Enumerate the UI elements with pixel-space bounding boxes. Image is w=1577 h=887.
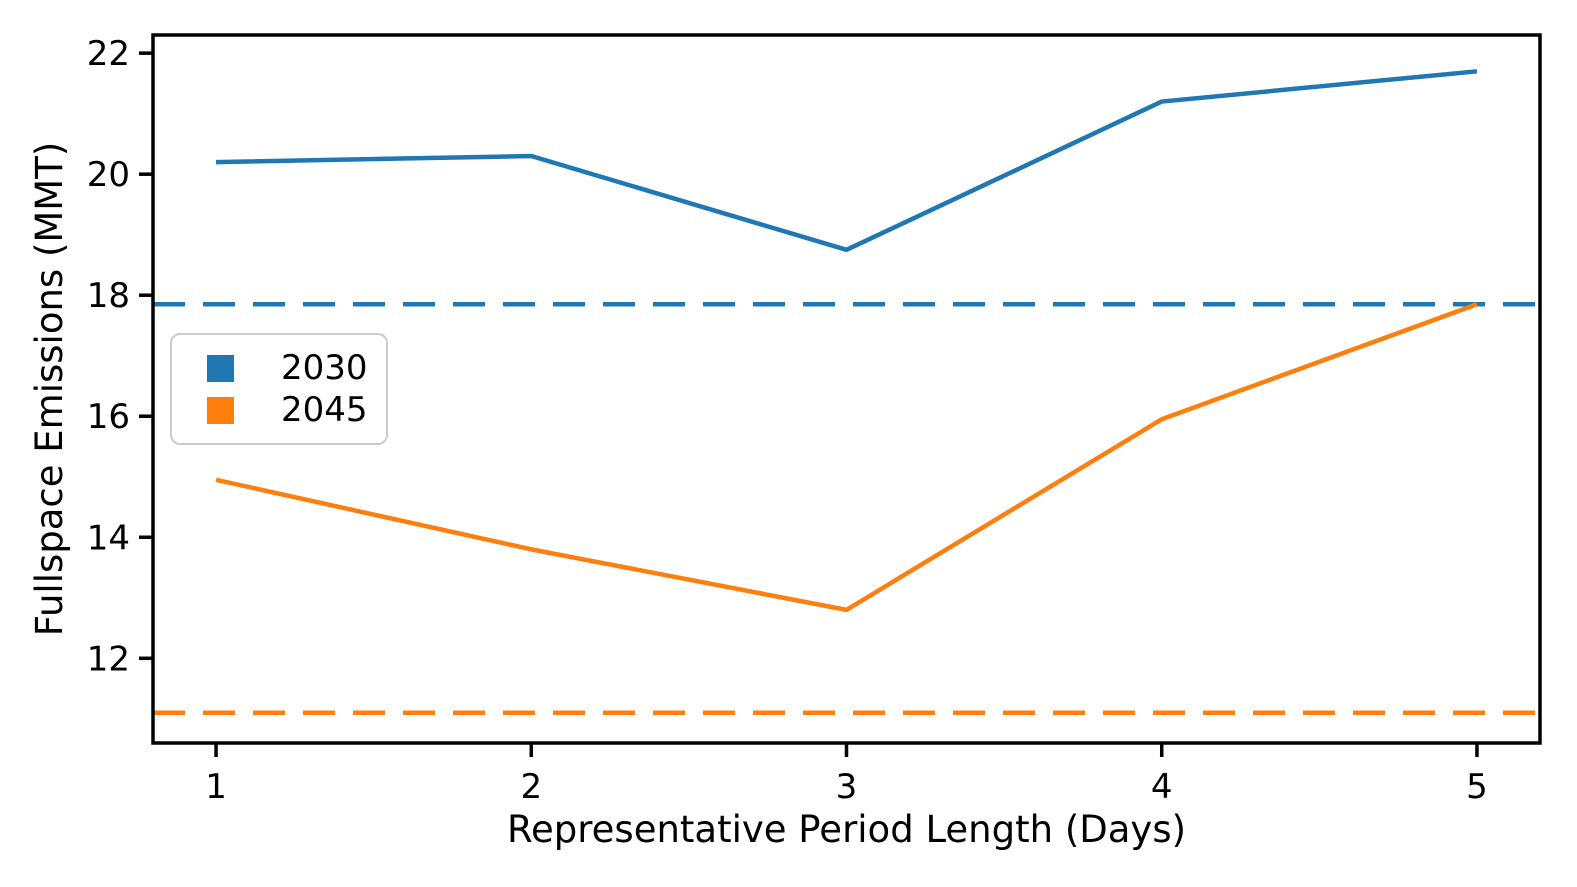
y-tick-label: 20 bbox=[87, 155, 130, 195]
x-tick-label: 2 bbox=[520, 767, 542, 807]
series-line-2045 bbox=[215, 302, 1478, 613]
y-tick-label: 22 bbox=[87, 34, 130, 74]
y-tick-label: 16 bbox=[87, 397, 130, 437]
y-tick-label: 18 bbox=[87, 276, 130, 316]
y-tick-label: 12 bbox=[87, 639, 130, 679]
x-tick-label: 4 bbox=[1151, 767, 1173, 807]
y-axis-ticks: 12 14 16 18 20 22 bbox=[87, 34, 153, 679]
x-tick-label: 1 bbox=[205, 767, 227, 807]
legend-item-2045: 2045 bbox=[207, 390, 386, 430]
series-line-2030 bbox=[216, 69, 1478, 253]
y-axis-label: Fullspace Emissions (MMT) bbox=[28, 141, 71, 637]
legend-marker-square-icon bbox=[207, 396, 234, 424]
x-axis-label: Representative Period Length (Days) bbox=[506, 808, 1187, 851]
x-axis-ticks: 1 2 3 4 5 bbox=[205, 743, 1488, 807]
x-tick-label: 3 bbox=[836, 767, 858, 807]
legend-item-2030: 2030 bbox=[207, 348, 386, 388]
legend-label: 2045 bbox=[281, 390, 368, 430]
x-tick-label: 5 bbox=[1466, 767, 1488, 807]
y-tick-label: 14 bbox=[87, 518, 130, 558]
legend-box: 2030 2045 bbox=[170, 333, 388, 445]
legend-label: 2030 bbox=[281, 348, 368, 388]
legend-marker-square-icon bbox=[207, 354, 234, 382]
